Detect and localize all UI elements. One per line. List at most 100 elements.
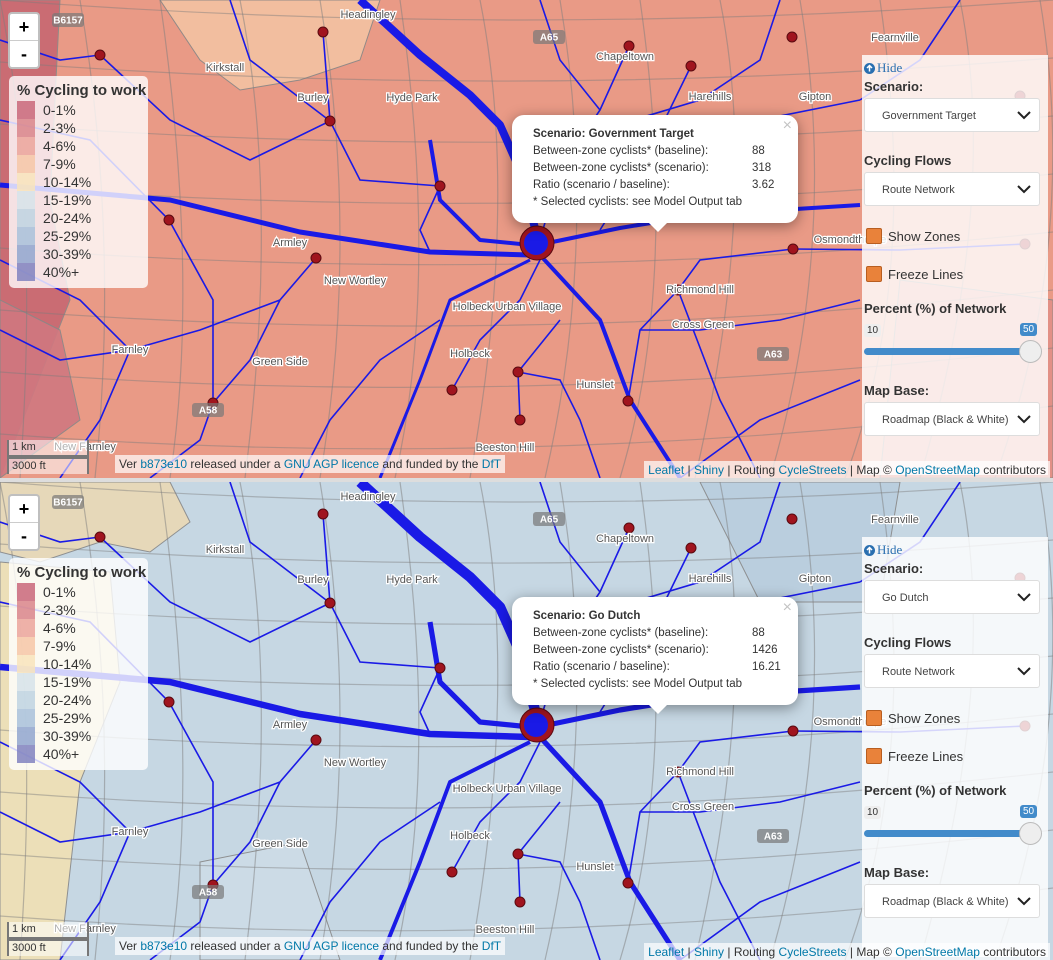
show-zones-checkbox[interactable]: Show Zones [866,228,960,244]
attribution-link[interactable]: CycleStreets [778,463,847,477]
slider-value: 50 [1020,323,1038,336]
zoom-out-button[interactable]: - [10,40,38,67]
attribution-link[interactable]: GNU AGP licence [283,939,379,953]
attribution-text: released under a [190,457,281,471]
legend-item: 40%+ [17,745,148,763]
scenario-value: Go Dutch [882,592,929,604]
attribution-link[interactable]: Shiny [694,945,725,959]
attribution-link[interactable]: GNU AGP licence [283,457,379,471]
attribution-link[interactable]: b873e10 [140,939,188,953]
scenario-select[interactable]: Government Target [864,98,1040,132]
show-zones-checkbox[interactable]: Show Zones [866,710,960,726]
road-badge [757,829,789,843]
freeze-lines-checkbox[interactable]: Freeze Lines [866,266,963,282]
icon-arrow [866,545,873,553]
centroid [672,284,684,296]
route [212,739,317,886]
attribution-text: | [687,463,691,477]
attribution: Leaflet | Shiny | Routing CycleStreets |… [644,461,1050,478]
centroid [94,531,106,543]
hide-link[interactable]: Hide [864,60,902,76]
slider-track[interactable] [864,830,1030,837]
place-label: Chapeltown [596,51,654,63]
attribution-link[interactable]: DfT [481,939,502,953]
place-label: Gipton [799,573,831,585]
zoom-in-button[interactable]: + [18,499,30,519]
route [451,741,541,873]
attribution-link[interactable]: b873e10 [140,457,188,471]
legend-label: 30-39% [43,728,92,744]
hide-text: Hide [877,60,903,75]
chevron [1017,897,1031,906]
route-major [538,735,683,960]
attribution-link[interactable]: CycleStreets [778,945,847,959]
scenario-value: Government Target [882,110,976,122]
legend-item: 0-1% [17,101,148,119]
legend-item: 4-6% [17,137,148,155]
route [679,379,861,478]
road-badge [52,13,84,27]
flows-select[interactable]: Route Network [864,654,1040,688]
attribution-link[interactable]: OpenStreetMap [895,463,980,477]
attribution-link[interactable]: Leaflet [648,463,685,477]
legend-swatch [17,709,35,727]
legend-swatch [17,119,35,137]
popup-note: * Selected cyclists: see Model Output ta… [533,196,743,208]
centroid [786,31,798,43]
popup-row-label: Between-zone cyclists* (scenario): [533,162,709,174]
flows-value: Route Network [882,184,955,196]
slider-handle[interactable] [1019,340,1042,363]
legend-label: 15-19% [43,674,92,690]
chevron [1017,593,1031,602]
place-label: Holbeck [450,348,490,360]
road-badge [533,30,565,44]
attribution: Ver b873e10 released under a GNU AGP lic… [115,937,506,955]
attribution-link[interactable]: Shiny [694,463,725,477]
percent-label: Percent (%) of Network [864,301,1007,316]
place-label: Cross Green [672,319,734,331]
checkbox-label: Show Zones [888,228,961,244]
attribution-link[interactable]: Leaflet [648,945,685,959]
hide-link[interactable]: Hide [864,542,902,558]
legend-item: 25-29% [17,227,148,245]
place-label: Richmond Hill [666,284,734,296]
popup-row-value: 318 [752,162,772,174]
attribution-link[interactable]: OpenStreetMap [895,945,980,959]
attribution-link[interactable]: DfT [481,457,502,471]
route [539,482,601,593]
centroid [786,513,798,525]
place-label: Fearnville [871,514,919,526]
zoom-in-button[interactable]: + [18,17,30,37]
zone-border [239,0,262,478]
attribution-text: | Map © [849,945,892,959]
popup-row-label: Between-zone cyclists* (baseline): [533,145,709,157]
route [419,667,441,735]
freeze-lines-checkbox[interactable]: Freeze Lines [866,748,963,764]
zoom-control: + - [8,12,40,69]
map-base-select[interactable]: Roadmap (Black & White) [864,402,1040,436]
place-label: Farnley [112,826,149,838]
zone [199,841,341,960]
map-base-label: Map Base: [864,865,930,880]
zoom-out-button[interactable]: - [10,522,38,549]
slider-value: 50 [1020,805,1038,818]
slider-min: 10 [864,806,882,819]
centroid [512,366,524,378]
popup-close[interactable]: × [782,599,792,616]
legend-title: % Cycling to work [17,564,147,581]
legend-item: 30-39% [17,727,148,745]
popup-close[interactable]: × [782,117,792,134]
scenario-label: Scenario: [864,561,924,576]
legend-label: 40%+ [43,264,80,280]
route [0,781,281,843]
slider-handle[interactable] [1019,822,1042,845]
slider-track[interactable] [864,348,1030,355]
chevron-icon [1017,593,1031,602]
map-base-select[interactable]: Roadmap (Black & White) [864,884,1040,918]
flows-select[interactable]: Route Network [864,172,1040,206]
place-label: Harehills [689,91,732,103]
flows-value: Route Network [882,666,955,678]
attribution: Leaflet | Shiny | Routing CycleStreets |… [644,943,1050,960]
centroid [672,766,684,778]
scenario-select[interactable]: Go Dutch [864,580,1040,614]
